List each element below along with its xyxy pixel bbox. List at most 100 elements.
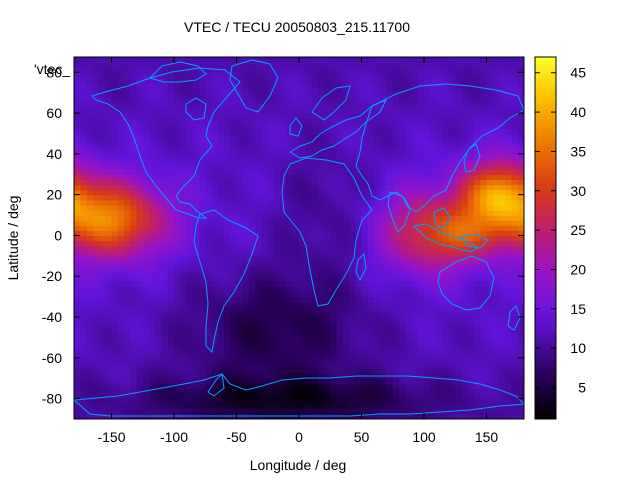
heatmap-cell bbox=[480, 123, 488, 129]
heatmap-cell bbox=[274, 184, 281, 191]
heatmap-cell bbox=[180, 383, 188, 390]
heatmap-cell bbox=[224, 72, 231, 78]
heatmap-cell bbox=[342, 220, 350, 226]
heatmap-cell bbox=[392, 255, 400, 262]
heatmap-cell bbox=[311, 393, 319, 400]
heatmap-cell bbox=[499, 250, 506, 257]
heatmap-cell bbox=[455, 342, 463, 349]
heatmap-cell bbox=[355, 332, 363, 339]
heatmap-cell bbox=[280, 352, 288, 359]
heatmap-cell bbox=[217, 164, 225, 170]
heatmap-cell bbox=[80, 62, 88, 68]
heatmap-cell bbox=[261, 317, 269, 323]
heatmap-cell bbox=[99, 204, 106, 211]
heatmap-cell bbox=[424, 215, 431, 221]
heatmap-cell bbox=[274, 225, 281, 231]
heatmap-cell bbox=[330, 327, 338, 333]
heatmap-cell bbox=[324, 235, 331, 242]
heatmap-cell bbox=[405, 220, 413, 226]
heatmap-cell bbox=[492, 184, 500, 191]
heatmap-cell bbox=[292, 77, 300, 84]
heatmap-cell bbox=[155, 225, 163, 231]
heatmap-cell bbox=[405, 97, 413, 104]
heatmap-cell bbox=[167, 250, 175, 257]
heatmap-cell bbox=[367, 77, 375, 84]
heatmap-cell bbox=[430, 332, 438, 339]
heatmap-cell bbox=[442, 199, 450, 206]
heatmap-cell bbox=[392, 87, 400, 94]
heatmap-cell bbox=[274, 189, 281, 196]
heatmap-cell bbox=[86, 215, 94, 221]
heatmap-cell bbox=[217, 378, 225, 384]
heatmap-cell bbox=[455, 164, 463, 170]
heatmap-cell bbox=[399, 169, 406, 175]
heatmap-cell bbox=[199, 77, 206, 84]
heatmap-cell bbox=[186, 164, 194, 170]
heatmap-cell bbox=[124, 362, 131, 369]
heatmap-cell bbox=[342, 82, 350, 89]
heatmap-cell bbox=[180, 169, 188, 175]
heatmap-cell bbox=[317, 102, 325, 109]
heatmap-cell bbox=[486, 184, 494, 191]
heatmap-cell bbox=[511, 174, 519, 180]
heatmap-cell bbox=[380, 220, 388, 226]
heatmap-cell bbox=[92, 271, 100, 277]
heatmap-cell bbox=[199, 194, 206, 201]
heatmap-cell bbox=[180, 408, 188, 415]
heatmap-cell bbox=[517, 97, 524, 104]
heatmap-cell bbox=[274, 368, 281, 374]
heatmap-cell bbox=[430, 286, 438, 293]
heatmap-cell bbox=[449, 199, 456, 206]
heatmap-cell bbox=[511, 301, 519, 308]
heatmap-cell bbox=[461, 209, 469, 216]
heatmap-cell bbox=[505, 67, 513, 73]
heatmap-cell bbox=[355, 102, 363, 109]
heatmap-cell bbox=[417, 240, 425, 247]
heatmap-cell bbox=[311, 347, 319, 354]
heatmap-cell bbox=[505, 118, 513, 124]
heatmap-cell bbox=[136, 87, 144, 94]
heatmap-cell bbox=[324, 107, 331, 114]
heatmap-cell bbox=[386, 388, 394, 395]
heatmap-cell bbox=[255, 362, 263, 369]
heatmap-cell bbox=[174, 235, 181, 242]
heatmap-cell bbox=[224, 123, 231, 129]
heatmap-cell bbox=[467, 128, 475, 135]
heatmap-cell bbox=[517, 368, 524, 374]
heatmap-cell bbox=[167, 230, 175, 237]
heatmap-cell bbox=[274, 148, 281, 155]
heatmap-cell bbox=[199, 128, 206, 135]
heatmap-cell bbox=[449, 250, 456, 257]
heatmap-cell bbox=[467, 138, 475, 145]
heatmap-cell bbox=[374, 388, 381, 395]
heatmap-cell bbox=[342, 266, 350, 272]
heatmap-cell bbox=[430, 164, 438, 170]
heatmap-cell bbox=[492, 118, 500, 124]
heatmap-cell bbox=[399, 357, 406, 364]
heatmap-cell bbox=[380, 291, 388, 298]
heatmap-cell bbox=[261, 276, 269, 282]
heatmap-cell bbox=[330, 271, 338, 277]
heatmap-cell bbox=[492, 245, 500, 252]
heatmap-cell bbox=[299, 82, 306, 89]
heatmap-cell bbox=[449, 158, 456, 165]
heatmap-cell bbox=[392, 357, 400, 364]
heatmap-cell bbox=[330, 250, 338, 257]
heatmap-cell bbox=[261, 215, 269, 221]
heatmap-cell bbox=[449, 164, 456, 170]
heatmap-cell bbox=[111, 113, 119, 119]
heatmap-cell bbox=[361, 113, 369, 119]
heatmap-cell bbox=[486, 393, 494, 400]
heatmap-cell bbox=[92, 209, 100, 216]
heatmap-cell bbox=[174, 286, 181, 293]
heatmap-cell bbox=[186, 148, 194, 155]
heatmap-cell bbox=[236, 143, 244, 150]
heatmap-cell bbox=[317, 260, 325, 267]
heatmap-cell bbox=[405, 352, 413, 359]
heatmap-cell bbox=[517, 260, 524, 267]
heatmap-cell bbox=[430, 398, 438, 405]
heatmap-cell bbox=[230, 388, 238, 395]
heatmap-cell bbox=[186, 62, 194, 68]
heatmap-cell bbox=[136, 362, 144, 369]
heatmap-cell bbox=[267, 240, 275, 247]
